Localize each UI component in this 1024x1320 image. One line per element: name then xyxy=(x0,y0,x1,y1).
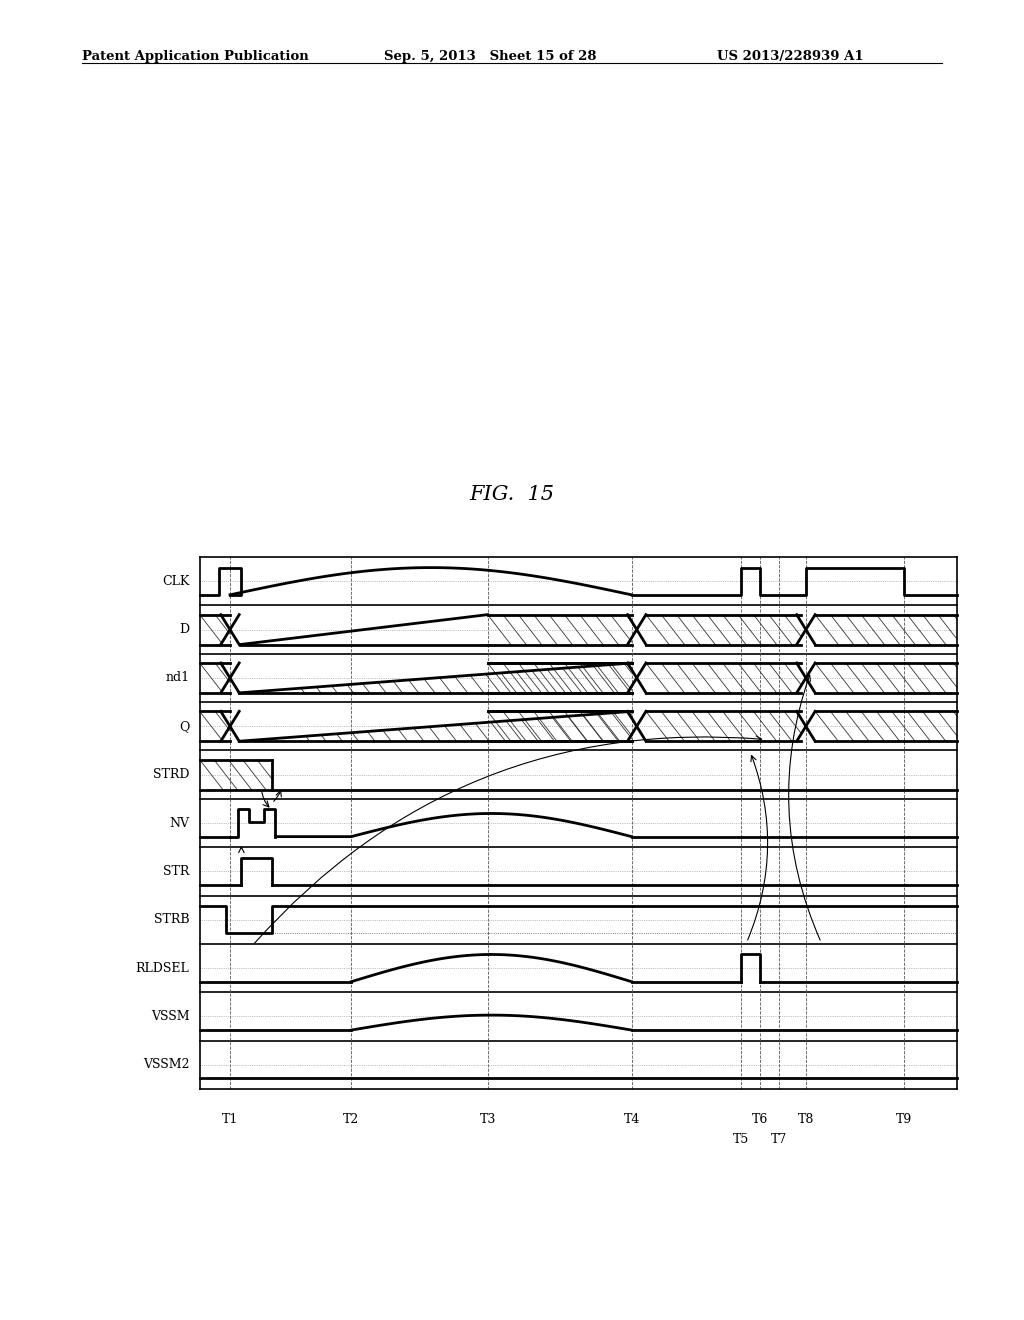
Text: Q: Q xyxy=(179,719,189,733)
Text: T9: T9 xyxy=(896,1113,912,1126)
Text: VSSM: VSSM xyxy=(151,1010,189,1023)
Text: US 2013/228939 A1: US 2013/228939 A1 xyxy=(717,50,863,63)
Text: T7: T7 xyxy=(771,1133,787,1146)
Text: T1: T1 xyxy=(222,1113,239,1126)
Text: T5: T5 xyxy=(733,1133,750,1146)
Text: T2: T2 xyxy=(343,1113,359,1126)
Text: STR: STR xyxy=(163,865,189,878)
Text: STRD: STRD xyxy=(153,768,189,781)
Text: nd1: nd1 xyxy=(165,672,189,685)
Text: T4: T4 xyxy=(624,1113,640,1126)
Text: D: D xyxy=(179,623,189,636)
Text: CLK: CLK xyxy=(162,574,189,587)
Text: T8: T8 xyxy=(798,1113,814,1126)
Text: NV: NV xyxy=(169,817,189,829)
Text: Patent Application Publication: Patent Application Publication xyxy=(82,50,308,63)
Text: FIG.  15: FIG. 15 xyxy=(469,486,555,504)
Text: Sep. 5, 2013   Sheet 15 of 28: Sep. 5, 2013 Sheet 15 of 28 xyxy=(384,50,597,63)
Text: RLDSEL: RLDSEL xyxy=(136,961,189,974)
Text: STRB: STRB xyxy=(154,913,189,927)
Text: T3: T3 xyxy=(479,1113,496,1126)
Text: VSSM2: VSSM2 xyxy=(143,1059,189,1072)
Text: T6: T6 xyxy=(753,1113,769,1126)
